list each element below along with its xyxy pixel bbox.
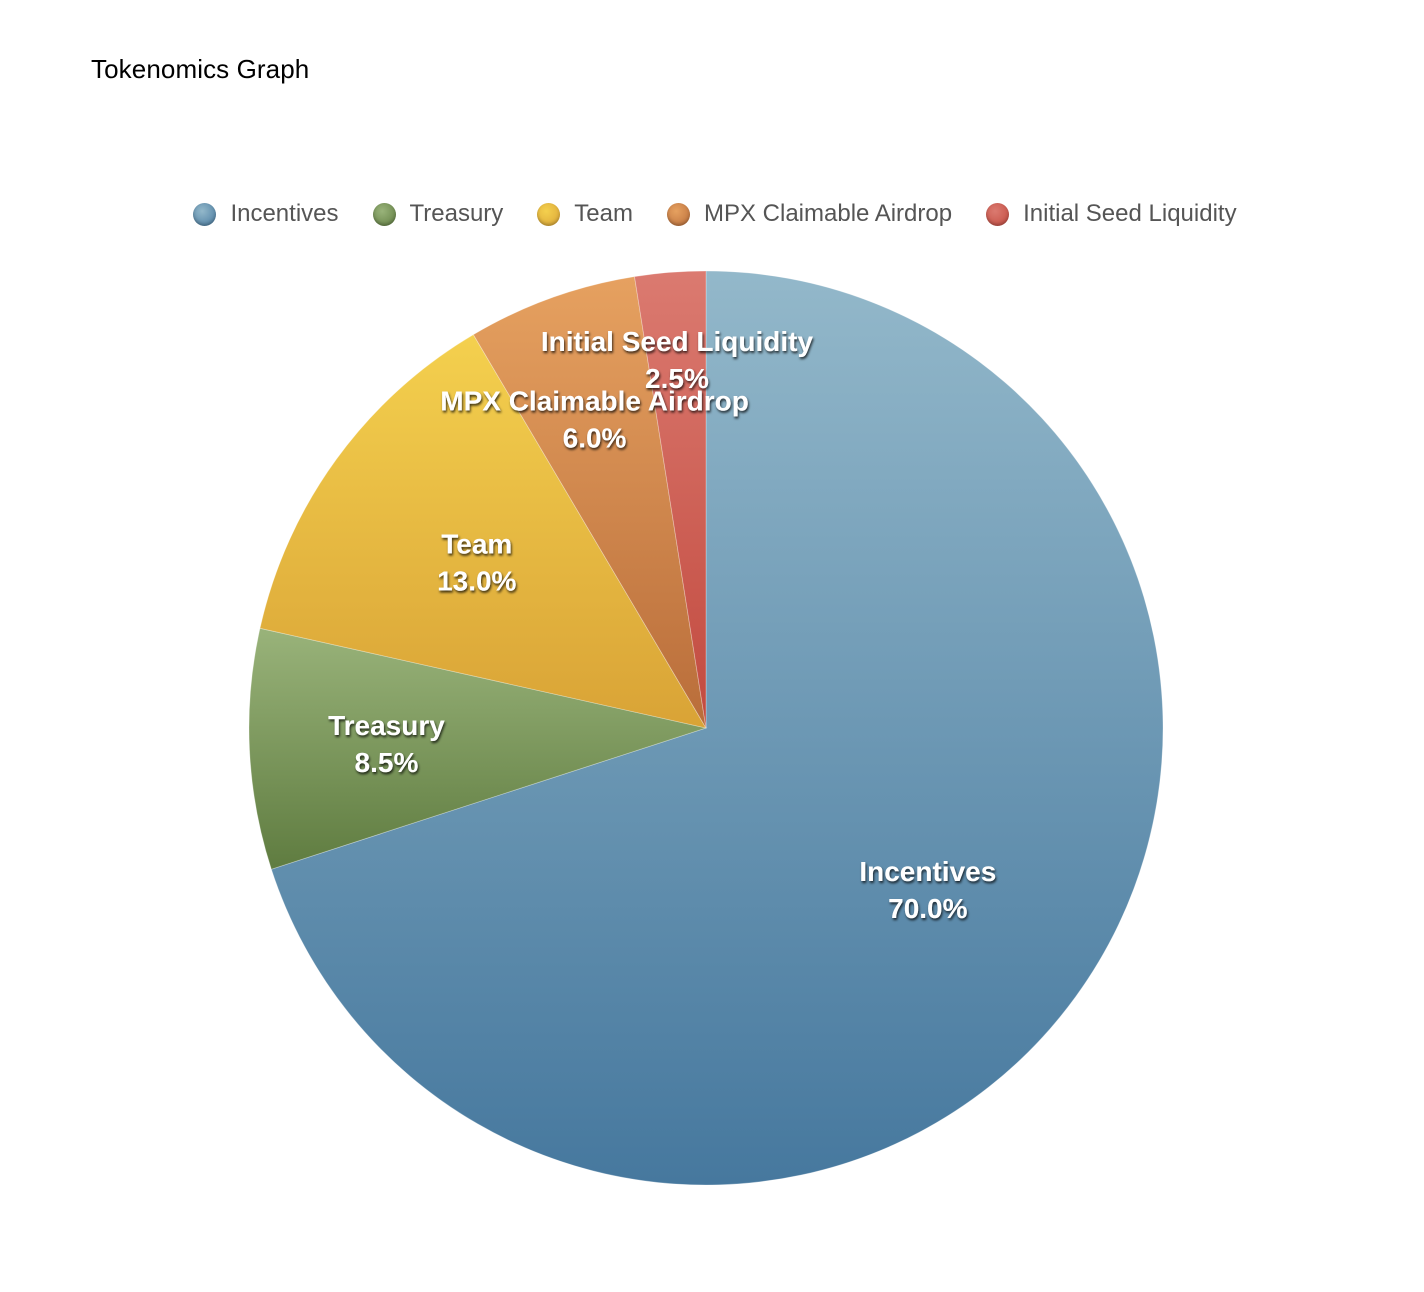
chart-legend: Incentives Treasury Team MPX Claimable Aird… — [0, 200, 1424, 228]
slice-label-name: Incentives — [859, 856, 996, 887]
pie-slice-initial-seed-liquidity — [634, 270, 707, 729]
slice-label-initial-seed-liquidity: Initial Seed Liquidity 2.5% — [541, 326, 814, 394]
slice-label-value: 2.5% — [645, 363, 709, 394]
legend-item-initial-seed-liquidity[interactable]: Initial Seed Liquidity — [986, 200, 1237, 228]
slice-label-name: Team — [441, 528, 512, 559]
legend-item-team[interactable]: Team — [537, 200, 633, 228]
legend-label: Incentives — [230, 200, 339, 227]
slice-label-value: 70.0% — [888, 893, 967, 924]
page-title: Tokenomics Graph — [91, 54, 310, 84]
pie-slice-team — [259, 334, 707, 729]
legend-label: Initial Seed Liquidity — [1023, 200, 1237, 227]
pie-slice-incentives — [270, 270, 1164, 1186]
slice-label-value: 8.5% — [355, 747, 419, 778]
legend-label: Team — [574, 200, 633, 227]
legend-item-incentives[interactable]: Incentives — [193, 200, 339, 228]
pie-slice-labels: Incentives 70.0% Treasury 8.5% Team 13.0% MPX … — [328, 326, 996, 924]
legend-label: MPX Claimable Airdrop — [703, 200, 953, 227]
legend-swatch-icon — [666, 202, 690, 226]
pie-slice-mpx-claimable-airdrop — [472, 276, 707, 729]
slice-label-incentives: Incentives 70.0% — [859, 856, 996, 924]
pie-slices — [248, 270, 1164, 1186]
legend-swatch-icon — [372, 202, 396, 226]
legend-swatch-icon — [537, 202, 561, 226]
legend-swatch-icon — [986, 202, 1010, 226]
slice-label-name: MPX Claimable Airdrop — [440, 385, 749, 416]
legend-label: Treasury — [409, 200, 504, 227]
pie-slice-treasury — [248, 627, 708, 870]
slice-label-name: Treasury — [328, 710, 445, 741]
legend-item-treasury[interactable]: Treasury — [372, 200, 504, 228]
slice-label-value: 13.0% — [437, 565, 516, 596]
slice-label-name: Initial Seed Liquidity — [541, 326, 814, 357]
legend-item-mpx-claimable-airdrop[interactable]: MPX Claimable Airdrop — [666, 200, 953, 228]
legend-swatch-icon — [193, 202, 217, 226]
slice-label-mpx-claimable-airdrop: MPX Claimable Airdrop 6.0% — [440, 385, 749, 453]
slice-label-team: Team 13.0% — [437, 528, 516, 596]
slice-label-value: 6.0% — [563, 422, 627, 453]
slice-label-treasury: Treasury 8.5% — [328, 710, 445, 778]
